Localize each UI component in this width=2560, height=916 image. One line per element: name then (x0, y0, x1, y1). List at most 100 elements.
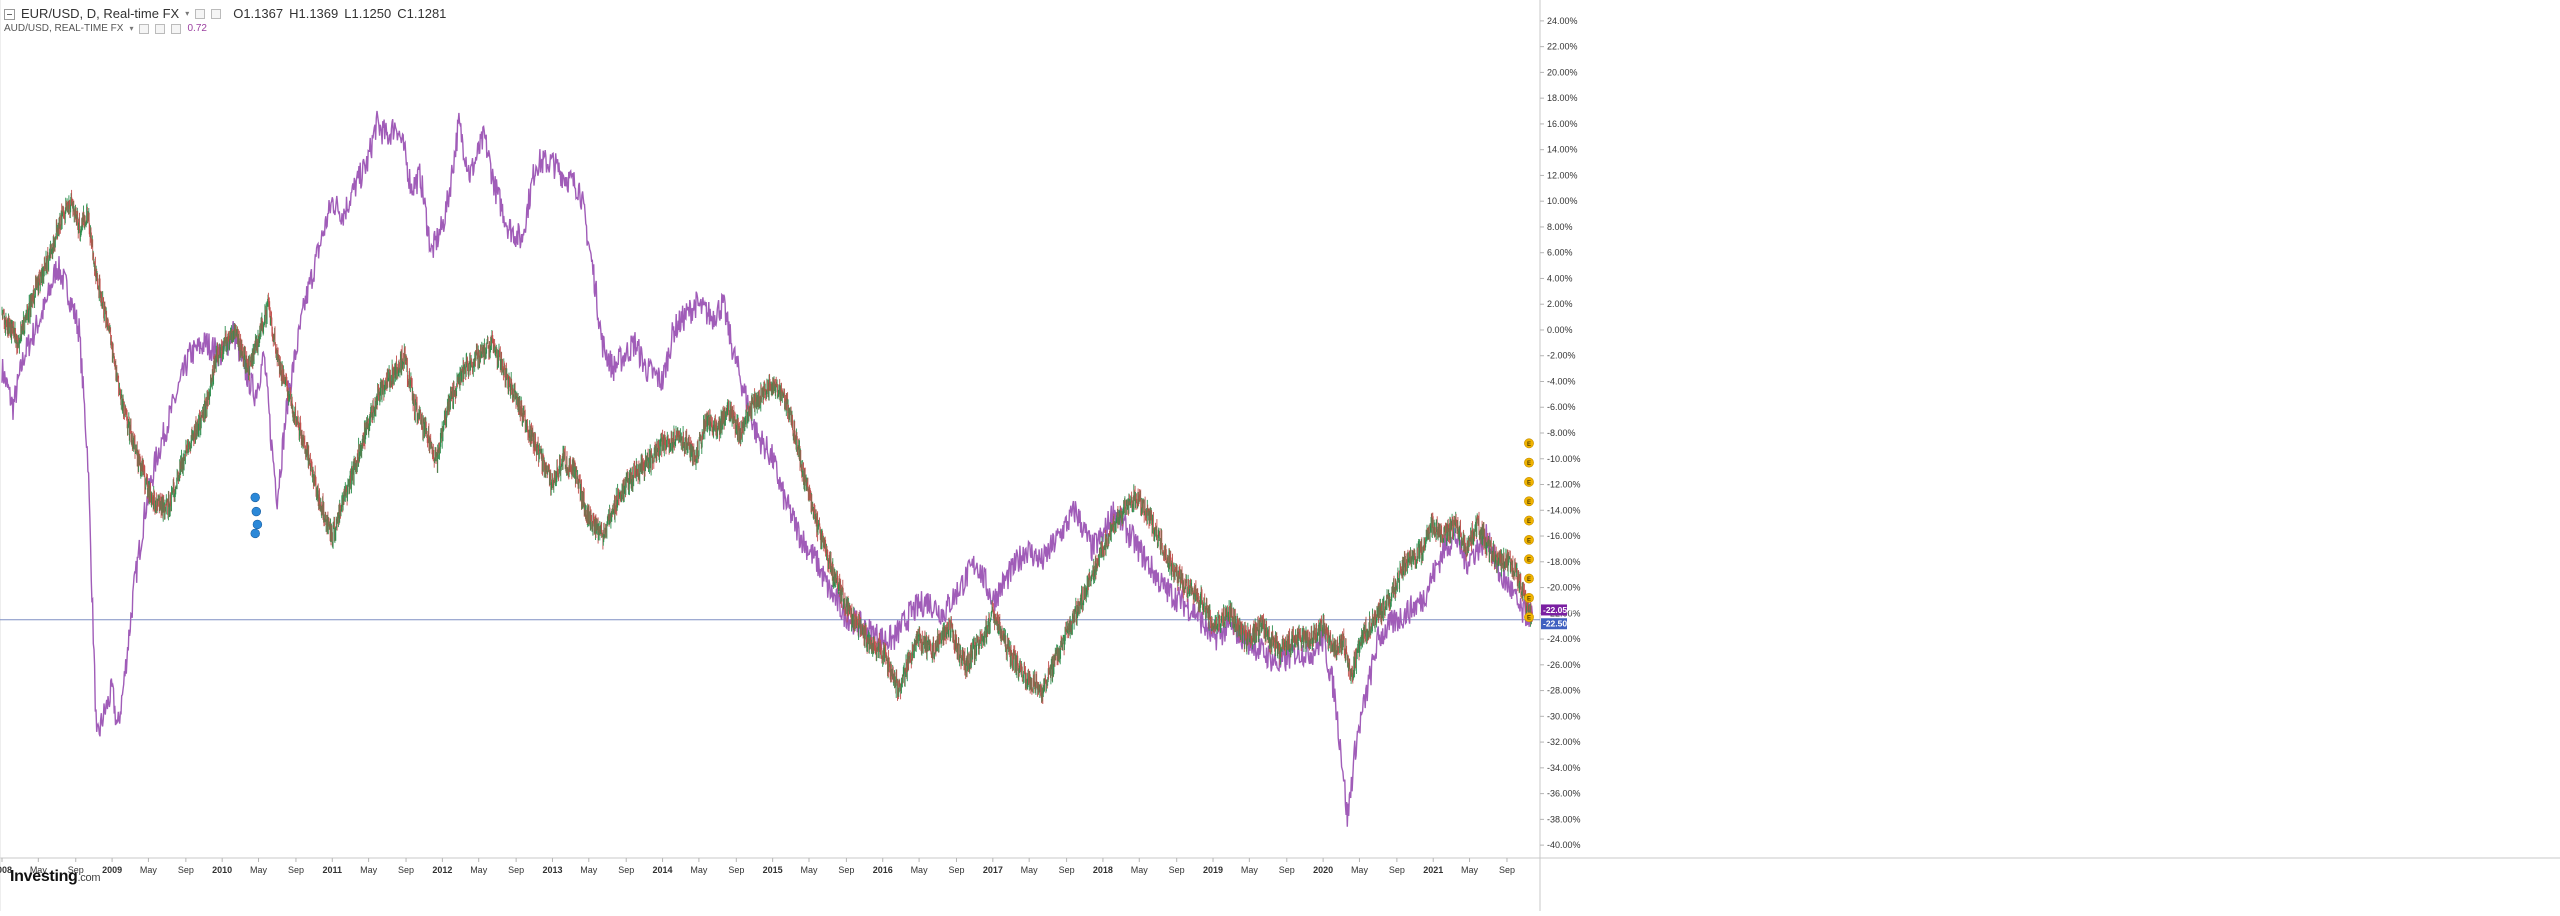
event-flag-icon (1524, 496, 1534, 507)
main-symbol-label[interactable]: EUR/USD, D, Real-time FX (21, 6, 180, 21)
y-tick-label: 16.00% (1547, 119, 1578, 129)
x-tick-label: Sep (618, 865, 634, 875)
investing-logo: Investing.com (10, 868, 100, 886)
x-tick-label: 2013 (542, 865, 562, 875)
x-tick-label: May (30, 865, 48, 875)
last-price-tag-label: -22.05% (1543, 605, 1575, 615)
x-tick-label: May (580, 865, 598, 875)
x-tick-label: May (140, 865, 158, 875)
x-tick-label: 2015 (763, 865, 783, 875)
event-flag-glyph: E (1527, 519, 1531, 525)
x-tick-label: 2016 (873, 865, 893, 875)
event-flag-glyph: E (1527, 558, 1531, 564)
x-tick-label: Sep (1389, 865, 1405, 875)
event-flag-icon (1524, 554, 1534, 565)
event-flag-icon (1524, 457, 1534, 468)
event-flag-icon (1524, 477, 1534, 487)
x-tick-label: May (690, 865, 708, 875)
chart-legend: EUR/USD, D, Real-time FX ▾ O1.1367 H1.13… (4, 6, 446, 35)
x-tick-label: Sep (1059, 865, 1075, 875)
compare-settings-square-icon[interactable] (155, 23, 166, 34)
compare-eye-square-icon[interactable] (139, 23, 150, 34)
x-tick-label: 2020 (1313, 865, 1333, 875)
x-tick-label: Sep (948, 865, 964, 875)
compare-value: 0.72 (187, 23, 207, 34)
x-tick-label: May (470, 865, 488, 875)
event-flag-icon (1524, 515, 1534, 526)
y-tick-label: -14.00% (1547, 505, 1581, 515)
x-tick-label: May (1131, 865, 1149, 875)
split-flag-icon (250, 492, 260, 503)
event-flag-glyph: E (1527, 480, 1531, 486)
event-flag-icon (1524, 612, 1534, 623)
y-tick-label: -18.00% (1547, 557, 1581, 567)
event-flag-glyph: E (1527, 442, 1531, 448)
y-tick-label: 14.00% (1547, 145, 1578, 155)
x-tick-label: May (250, 865, 268, 875)
y-tick-label: -40.00% (1547, 840, 1581, 850)
event-flag-glyph: E (1527, 538, 1531, 544)
x-tick-label: Sep (1499, 865, 1515, 875)
y-tick-label: 8.00% (1547, 222, 1573, 232)
event-flag-glyph: E (1527, 461, 1531, 467)
split-flag-icon (252, 519, 263, 530)
x-tick-label: Sep (398, 865, 414, 875)
series-candles-eurusd (1, 189, 1533, 704)
x-tick-label: Sep (838, 865, 854, 875)
high-value: H1.1369 (289, 6, 339, 21)
last-price-tag-label: -22.50% (1543, 619, 1575, 629)
y-tick-label: -4.00% (1547, 376, 1576, 386)
y-tick-label: 10.00% (1547, 196, 1578, 206)
x-tick-label: May (360, 865, 378, 875)
event-flag-glyph: E (1527, 577, 1531, 583)
event-flag-glyph: E (1527, 500, 1531, 506)
y-tick-label: -12.00% (1547, 480, 1581, 490)
x-tick-label: Sep (508, 865, 524, 875)
y-tick-label: 18.00% (1547, 93, 1578, 103)
compare-symbol-row[interactable]: AUD/USD, REAL-TIME FX ▾ 0.72 (4, 22, 446, 35)
x-tick-label: 2014 (653, 865, 673, 875)
x-tick-label: May (1461, 865, 1479, 875)
x-tick-label: 2010 (212, 865, 232, 875)
x-tick-label: 2019 (1203, 865, 1223, 875)
x-tick-label: Sep (178, 865, 194, 875)
low-value: L1.1250 (344, 6, 392, 21)
brand-suffix: .com (77, 872, 101, 884)
last-price-tag (1541, 618, 1567, 630)
y-tick-label: -36.00% (1547, 789, 1581, 799)
close-square-icon[interactable] (211, 9, 222, 19)
y-tick-label: -6.00% (1547, 402, 1576, 412)
y-tick-label: 12.00% (1547, 170, 1578, 180)
y-tick-label: -30.00% (1547, 711, 1581, 721)
y-tick-label: 22.00% (1547, 42, 1578, 52)
event-flag-icon (1524, 592, 1534, 603)
brand-name: Investing (10, 868, 78, 885)
x-tick-label: 2008 (0, 865, 12, 875)
x-tick-label: 2012 (432, 865, 452, 875)
event-flag-icon (1524, 534, 1534, 545)
dropdown-caret-icon[interactable]: ▾ (185, 9, 190, 18)
y-tick-label: -34.00% (1547, 763, 1581, 773)
x-tick-label: 2018 (1093, 865, 1113, 875)
y-tick-label: -38.00% (1547, 814, 1581, 824)
compare-symbol-label[interactable]: AUD/USD, REAL-TIME FX (4, 23, 124, 34)
y-tick-label: -26.00% (1547, 660, 1581, 670)
x-tick-label: Sep (288, 865, 304, 875)
y-tick-label: -32.00% (1547, 737, 1581, 747)
event-flag-icon (1524, 438, 1534, 449)
compare-caret-icon[interactable]: ▾ (129, 24, 134, 33)
x-tick-label: May (911, 865, 929, 875)
collapse-icon[interactable] (4, 8, 15, 20)
split-flag-icon (251, 506, 262, 517)
main-symbol-row[interactable]: EUR/USD, D, Real-time FX ▾ O1.1367 H1.13… (4, 6, 446, 22)
open-value: O1.1367 (233, 6, 284, 21)
x-tick-label: May (1351, 865, 1369, 875)
compare-close-square-icon[interactable] (171, 23, 182, 34)
y-tick-label: -10.00% (1547, 454, 1581, 464)
settings-square-icon[interactable] (195, 9, 206, 19)
y-tick-label: 2.00% (1547, 299, 1573, 309)
y-tick-label: -20.00% (1547, 583, 1581, 593)
event-flag-glyph: E (1527, 616, 1531, 622)
